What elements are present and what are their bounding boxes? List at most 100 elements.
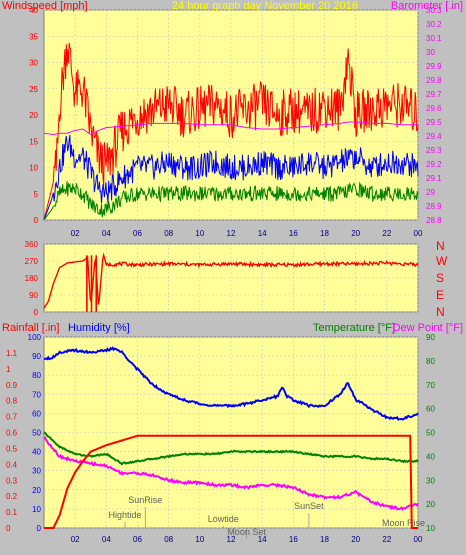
series-line-temperature [43,431,419,466]
x-tick-label: 18 [320,535,329,544]
x-tick-label: 08 [164,229,173,238]
y-tick-label: 30 [32,467,41,476]
y-tick-label: 180 [25,274,39,283]
x-tick-label: 18 [320,229,329,238]
x-tick-label: 22 [382,229,391,238]
y-tick-label: 360 [25,240,39,249]
y-tick-label: 0 [34,308,39,317]
y-tick-label: 0.6 [6,429,18,438]
y-tick-label: 30 [426,48,435,57]
y-tick-label: 0 [34,216,39,225]
series-line-wind-direction [43,252,419,309]
compass-label: W [436,254,448,268]
y-tick-label: 30.1 [426,34,442,43]
y-tick-label: 40 [32,448,41,457]
x-tick-label: 06 [133,535,142,544]
y-tick-label: 29.4 [426,132,442,141]
compass-label: N [436,239,445,253]
y-tick-label: 29.7 [426,90,442,99]
y-tick-label: 80 [32,371,41,380]
series-line-barometer [43,121,418,135]
y-tick-label: 60 [426,405,435,414]
y-tick-label: 29.5 [426,118,442,127]
y-tick-label: 29.6 [426,104,442,113]
x-tick-label: 00 [414,229,423,238]
event-label: Moon Rise [382,518,425,528]
series-line-wind-average [43,134,419,221]
x-tick-label: 14 [258,535,267,544]
y-tick-label: 20 [32,486,41,495]
temp-plot-area [43,336,419,529]
temp-x-ticks: 02 04 06 08 10 12 14 16 18 20 22 00 [71,535,423,544]
y-tick-label: 50 [426,429,435,438]
y-tick-label: 29 [426,188,435,197]
rainfall-y-ticks: 1.1 1 0.9 0.8 0.7 0.6 0.5 0.4 0.3 0.2 0.1 0 [6,349,18,533]
event-label: Moon Set [227,527,266,537]
y-tick-label: 10 [426,524,435,533]
y-tick-label: 29.3 [426,146,442,155]
x-tick-label: 04 [102,535,111,544]
y-tick-label: 90 [32,352,41,361]
direction-series [43,252,419,312]
x-tick-label: 00 [414,535,423,544]
y-tick-label: 40 [426,452,435,461]
event-label: Hightide [109,510,142,520]
compass-label: N [436,305,445,319]
temperature-y-ticks: 90 80 70 60 50 40 30 20 10 [426,333,435,533]
dewpoint-axis-label: Dew Point [°F] [393,322,463,334]
wind-series [43,42,419,221]
y-tick-label: 30 [426,476,435,485]
y-tick-label: 90 [29,291,38,300]
y-tick-label: 0 [6,524,11,533]
temperature-axis-label: Temperature [°F] [313,322,395,334]
x-tick-label: 10 [195,229,204,238]
x-tick-label: 22 [382,535,391,544]
compass-label: S [436,271,444,285]
x-tick-label: 06 [133,229,142,238]
x-tick-label: 16 [289,229,298,238]
y-tick-label: 29.8 [426,76,442,85]
wind-y-ticks: 40 35 30 25 20 15 10 5 0 [29,6,38,225]
direction-grid [44,243,419,313]
humidity-axis-label: Humidity [%] [68,322,130,334]
y-tick-label: 80 [426,357,435,366]
y-tick-label: 30.2 [426,20,442,29]
y-tick-label: 5 [34,190,39,199]
x-tick-label: 04 [102,229,111,238]
y-tick-label: 0.7 [6,413,18,422]
x-tick-label: 08 [164,535,173,544]
windspeed-axis-label: Windspeed [mph] [2,0,88,12]
event-label: SunSet [294,501,324,511]
rainfall-axis-label: Rainfall [.in] [2,322,59,334]
event-label: SunRise [128,495,162,505]
x-tick-label: 10 [195,535,204,544]
x-tick-label: 14 [258,229,267,238]
series-line-dew-point [43,436,419,511]
x-tick-label: 20 [351,535,360,544]
direction-y-ticks: 360 270 180 90 0 [25,240,39,317]
y-tick-label: 0.9 [6,381,18,390]
y-tick-label: 0.1 [6,508,18,517]
x-tick-label: 02 [71,535,80,544]
y-tick-label: 1.1 [6,349,18,358]
x-tick-label: 20 [351,229,360,238]
y-tick-label: 10 [32,505,41,514]
y-tick-label: 10 [29,164,38,173]
x-tick-label: 12 [227,535,236,544]
y-tick-label: 20 [426,500,435,509]
y-tick-label: 28.8 [426,216,442,225]
y-tick-label: 28.9 [426,202,442,211]
y-tick-label: 70 [426,381,435,390]
chart-title: 24 hour graph day November 20 2016 [172,0,358,12]
y-tick-label: 60 [32,409,41,418]
y-tick-label: 70 [32,390,41,399]
y-tick-label: 0.2 [6,492,18,501]
y-tick-label: 25 [29,85,38,94]
y-tick-label: 20 [29,111,38,120]
y-tick-label: 35 [29,32,38,41]
y-tick-label: 29.2 [426,160,442,169]
x-tick-label: 16 [289,535,298,544]
y-tick-label: 30 [29,59,38,68]
